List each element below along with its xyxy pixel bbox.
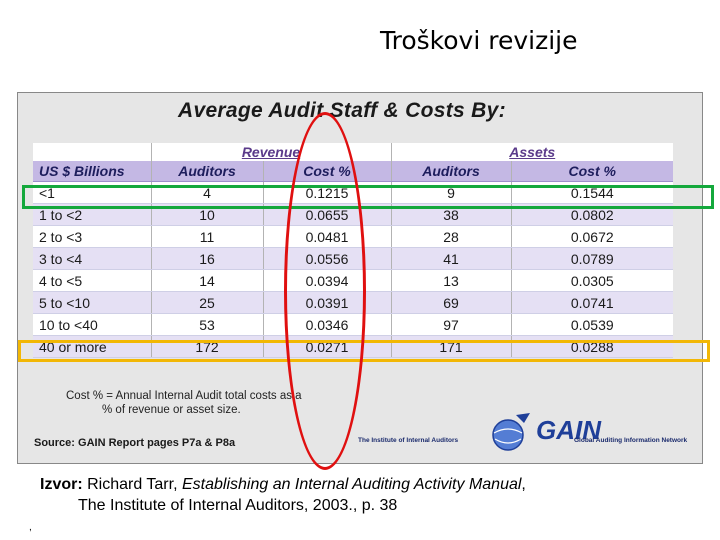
globe-icon [492,413,530,451]
red-highlight-ellipse [284,112,366,470]
cell-assets-auditors: 69 [391,291,512,314]
caption-line1: Izvor: Richard Tarr, Establishing an Int… [40,474,526,495]
footer-mark: , [29,522,32,533]
cell-size-range: 5 to <10 [33,291,152,314]
caption-lead: Izvor: [40,476,83,493]
source-caption: Izvor: Richard Tarr, Establishing an Int… [40,474,526,516]
caption-line2: The Institute of Internal Auditors, 2003… [78,497,398,514]
cost-note: Cost % = Annual Internal Audit total cos… [66,389,302,417]
caption-book-title: Establishing an Internal Auditing Activi… [181,476,522,493]
revenue-group-label: Revenue [151,143,392,161]
cell-assets-cost: 0.0741 [511,291,673,314]
assets-group-label: Assets [391,143,673,161]
cell-size-range: 1 to <2 [33,203,152,226]
group-header-row: Revenue Assets [33,143,673,161]
cell-size-range: 10 to <40 [33,313,152,336]
cell-size-range: 4 to <5 [33,269,152,292]
cell-assets-auditors: 38 [391,203,512,226]
green-highlight-rect [22,185,714,209]
audit-costs-figure: Average Audit Staff & Costs By: Revenue … [17,92,703,464]
cell-revenue-auditors: 25 [151,291,264,314]
cell-revenue-auditors: 53 [151,313,264,336]
cell-assets-cost: 0.0539 [511,313,673,336]
source-line: Source: GAIN Report pages P7a & P8a [34,437,236,449]
cell-assets-cost: 0.0305 [511,269,673,292]
col-header-assets-cost: Cost % [511,161,673,182]
cell-assets-auditors: 97 [391,313,512,336]
cell-size-range: 3 to <4 [33,247,152,270]
gain-logo-subtext: Global Auditing Information Network [574,437,688,444]
cell-assets-cost: 0.0672 [511,225,673,248]
caption-comma: , [521,476,526,493]
col-header-us-billions: US $ Billions [33,161,152,182]
cell-revenue-auditors: 14 [151,269,264,292]
col-header-revenue-auditors: Auditors [151,161,264,182]
cell-assets-cost: 0.0802 [511,203,673,226]
slide-title: Troškovi revizije [380,26,578,55]
cell-revenue-auditors: 10 [151,203,264,226]
cell-revenue-auditors: 11 [151,225,264,248]
cell-assets-auditors: 41 [391,247,512,270]
cell-assets-auditors: 28 [391,225,512,248]
cell-assets-cost: 0.0789 [511,247,673,270]
cell-assets-auditors: 13 [391,269,512,292]
cell-revenue-auditors: 16 [151,247,264,270]
col-header-assets-auditors: Auditors [391,161,512,182]
iia-logo-text: The Institute of Internal Auditors [358,437,459,444]
logo-block: The Institute of Internal Auditors GAIN … [358,407,698,457]
cost-note-line2: % of revenue or asset size. [102,404,241,416]
figure-heading: Average Audit Staff & Costs By: [178,99,506,122]
cell-size-range: 2 to <3 [33,225,152,248]
gain-logo-text: GAIN [536,415,601,445]
caption-author: Richard Tarr, [82,476,182,493]
cost-note-line1: Cost % = Annual Internal Audit total cos… [66,390,302,402]
group-spacer [33,143,152,161]
